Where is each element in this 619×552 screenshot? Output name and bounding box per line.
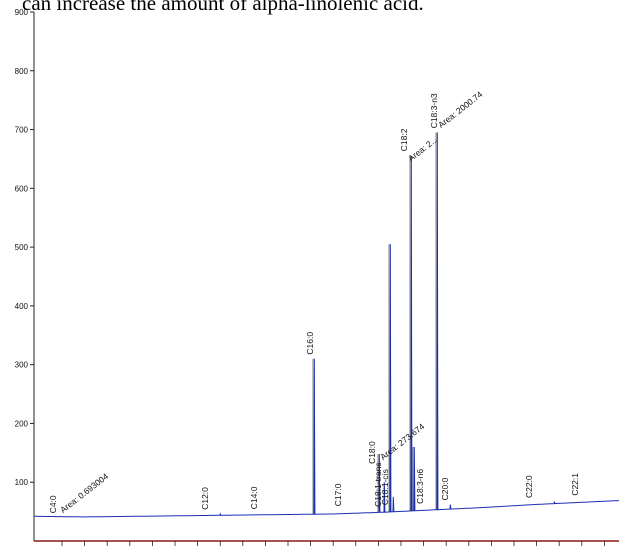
- peak-label-5: C17:0: [333, 483, 343, 506]
- peak-label-0: C4:0: [48, 495, 58, 513]
- peak-label-16: C22:0: [524, 475, 534, 498]
- peak-label-14: Area: 2000.74: [436, 89, 484, 130]
- peak-label-8: C18:1-cis: [380, 469, 390, 505]
- x-tick-group: [61, 541, 605, 546]
- y-tick-label-7: 800: [15, 67, 29, 76]
- y-tick-label-1: 200: [15, 419, 29, 428]
- peak-marker-group: [312, 132, 437, 515]
- peak-label-9: Area: 273.674: [378, 421, 426, 462]
- y-tick-label-5: 600: [15, 184, 29, 193]
- peak-label-15: C20:0: [440, 477, 450, 500]
- peak-label-1: Area: 0.693004: [58, 471, 110, 515]
- peak-label-10: C18:2: [399, 128, 409, 151]
- y-tick-label-4: 500: [15, 243, 29, 252]
- peak-label-6: C18:0: [367, 441, 377, 464]
- peak-label-4: C16:0: [305, 332, 315, 355]
- y-tick-label-0: 100: [15, 478, 29, 487]
- peak-label-2: C12:0: [200, 487, 210, 510]
- peak-label-11: Area: 2...: [406, 134, 439, 163]
- peak-label-17: C22:1: [570, 473, 580, 496]
- y-tick-group: 100 200 300 400 500 600 700 800 900: [15, 8, 34, 487]
- y-tick-label-8: 900: [15, 8, 29, 17]
- peak-label-3: C14:0: [249, 486, 259, 509]
- y-tick-label-2: 300: [15, 361, 29, 370]
- peak-label-12: C18:3-n6: [415, 469, 425, 504]
- peak-label-7: C18:1-trans: [373, 462, 383, 506]
- caption-text: can increase the amount of alpha-linolen…: [22, 0, 424, 15]
- y-tick-label-6: 700: [15, 126, 29, 135]
- y-tick-label-3: 400: [15, 302, 29, 311]
- peak-label-13: C18:3-n3: [429, 93, 439, 128]
- chromatogram-trace: [34, 132, 619, 518]
